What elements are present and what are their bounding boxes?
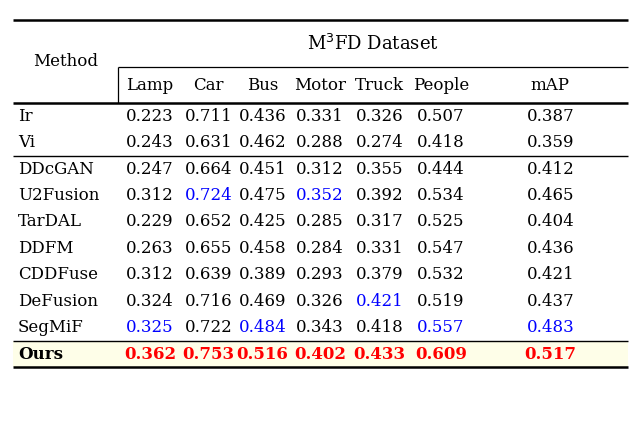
Text: 0.664: 0.664 — [184, 161, 232, 177]
Text: 0.312: 0.312 — [126, 267, 174, 283]
Text: 0.359: 0.359 — [526, 134, 574, 151]
FancyBboxPatch shape — [13, 341, 628, 367]
Text: 0.525: 0.525 — [417, 214, 464, 230]
Text: 0.223: 0.223 — [126, 108, 174, 125]
Text: mAP: mAP — [531, 77, 570, 94]
Text: 0.519: 0.519 — [417, 293, 464, 310]
Text: Lamp: Lamp — [126, 77, 174, 94]
Text: 0.418: 0.418 — [356, 319, 403, 336]
Text: 0.331: 0.331 — [296, 108, 344, 125]
Text: TarDAL: TarDAL — [18, 214, 82, 230]
Text: 0.343: 0.343 — [296, 319, 344, 336]
Text: 0.326: 0.326 — [296, 293, 344, 310]
Text: 0.421: 0.421 — [526, 267, 574, 283]
Text: Ir: Ir — [18, 108, 33, 125]
Text: 0.293: 0.293 — [296, 267, 344, 283]
Text: 0.722: 0.722 — [184, 319, 232, 336]
Text: 0.458: 0.458 — [239, 240, 286, 257]
Text: 0.425: 0.425 — [239, 214, 286, 230]
Text: 0.418: 0.418 — [417, 134, 464, 151]
Text: Bus: Bus — [247, 77, 278, 94]
Text: U2Fusion: U2Fusion — [18, 187, 100, 204]
Text: 0.433: 0.433 — [353, 346, 406, 362]
Text: 0.547: 0.547 — [417, 240, 464, 257]
Text: 0.355: 0.355 — [356, 161, 403, 177]
Text: 0.436: 0.436 — [239, 108, 286, 125]
Text: Motor: Motor — [294, 77, 346, 94]
Text: 0.404: 0.404 — [526, 214, 574, 230]
Text: 0.444: 0.444 — [417, 161, 464, 177]
Text: 0.317: 0.317 — [356, 214, 403, 230]
Text: 0.324: 0.324 — [126, 293, 174, 310]
Text: 0.263: 0.263 — [126, 240, 174, 257]
Text: M$^3$FD Dataset: M$^3$FD Dataset — [308, 34, 439, 54]
Text: 0.285: 0.285 — [296, 214, 344, 230]
Text: DeFusion: DeFusion — [18, 293, 98, 310]
Text: CDDFuse: CDDFuse — [18, 267, 98, 283]
Text: 0.412: 0.412 — [526, 161, 574, 177]
Text: Ours: Ours — [18, 346, 63, 362]
Text: People: People — [413, 77, 469, 94]
Text: 0.753: 0.753 — [182, 346, 234, 362]
Text: Truck: Truck — [355, 77, 404, 94]
Text: 0.243: 0.243 — [126, 134, 174, 151]
Text: 0.437: 0.437 — [526, 293, 574, 310]
Text: 0.274: 0.274 — [356, 134, 403, 151]
Text: 0.655: 0.655 — [184, 240, 232, 257]
Text: 0.639: 0.639 — [184, 267, 232, 283]
Text: 0.517: 0.517 — [524, 346, 576, 362]
Text: 0.462: 0.462 — [239, 134, 286, 151]
Text: 0.652: 0.652 — [184, 214, 232, 230]
Text: 0.451: 0.451 — [239, 161, 286, 177]
Text: 0.331: 0.331 — [356, 240, 403, 257]
Text: 0.387: 0.387 — [526, 108, 574, 125]
Text: 0.379: 0.379 — [356, 267, 403, 283]
Text: 0.436: 0.436 — [526, 240, 574, 257]
Text: 0.532: 0.532 — [417, 267, 464, 283]
Text: 0.325: 0.325 — [126, 319, 174, 336]
Text: 0.247: 0.247 — [126, 161, 174, 177]
Text: 0.484: 0.484 — [239, 319, 286, 336]
Text: Car: Car — [193, 77, 223, 94]
Text: 0.469: 0.469 — [239, 293, 286, 310]
Text: 0.465: 0.465 — [526, 187, 574, 204]
Text: 0.389: 0.389 — [239, 267, 286, 283]
Text: 0.352: 0.352 — [296, 187, 344, 204]
Text: 0.557: 0.557 — [417, 319, 464, 336]
Text: 0.421: 0.421 — [356, 293, 403, 310]
Text: 0.284: 0.284 — [296, 240, 344, 257]
Text: 0.288: 0.288 — [296, 134, 344, 151]
Text: 0.534: 0.534 — [417, 187, 464, 204]
Text: 0.326: 0.326 — [356, 108, 403, 125]
Text: 0.392: 0.392 — [356, 187, 403, 204]
Text: DDcGAN: DDcGAN — [18, 161, 94, 177]
Text: 0.507: 0.507 — [417, 108, 464, 125]
Text: Method: Method — [33, 53, 98, 70]
Text: DDFM: DDFM — [18, 240, 73, 257]
Text: 0.483: 0.483 — [526, 319, 574, 336]
Text: 0.312: 0.312 — [296, 161, 344, 177]
Text: 0.716: 0.716 — [184, 293, 232, 310]
Text: 0.724: 0.724 — [184, 187, 232, 204]
Text: SegMiF: SegMiF — [18, 319, 84, 336]
Text: 0.631: 0.631 — [184, 134, 232, 151]
Text: 0.229: 0.229 — [126, 214, 174, 230]
Text: 0.475: 0.475 — [239, 187, 286, 204]
Text: 0.516: 0.516 — [237, 346, 288, 362]
Text: 0.609: 0.609 — [415, 346, 467, 362]
Text: Vi: Vi — [18, 134, 35, 151]
Text: 0.312: 0.312 — [126, 187, 174, 204]
Text: 0.402: 0.402 — [294, 346, 346, 362]
Text: 0.711: 0.711 — [184, 108, 232, 125]
Text: 0.362: 0.362 — [124, 346, 176, 362]
